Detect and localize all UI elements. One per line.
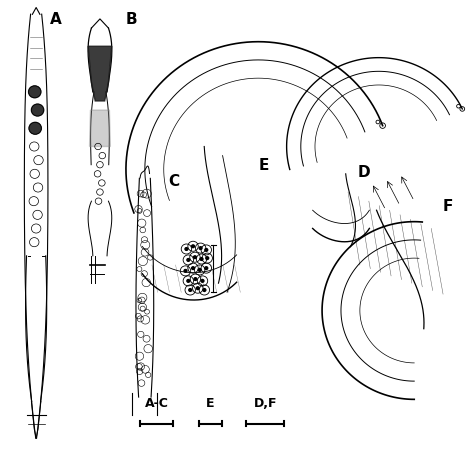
Circle shape — [29, 122, 41, 134]
Circle shape — [199, 247, 202, 250]
Polygon shape — [88, 46, 112, 101]
Text: B: B — [126, 12, 137, 27]
Text: A: A — [50, 12, 62, 27]
Circle shape — [187, 280, 190, 282]
Circle shape — [196, 287, 199, 290]
Text: F: F — [443, 199, 453, 214]
Circle shape — [201, 280, 204, 282]
Circle shape — [185, 248, 188, 250]
Circle shape — [198, 269, 201, 271]
Polygon shape — [90, 110, 110, 147]
Circle shape — [194, 278, 197, 281]
Text: A-C: A-C — [145, 397, 169, 410]
Circle shape — [189, 289, 191, 292]
Circle shape — [205, 249, 208, 251]
Circle shape — [191, 245, 194, 248]
Circle shape — [205, 267, 208, 270]
Circle shape — [200, 258, 203, 260]
Circle shape — [191, 267, 194, 270]
Circle shape — [187, 259, 190, 261]
Circle shape — [206, 257, 209, 260]
Text: D: D — [357, 165, 370, 180]
Text: C: C — [168, 174, 180, 189]
Circle shape — [193, 256, 196, 259]
Text: E: E — [206, 397, 215, 410]
Circle shape — [184, 270, 187, 272]
Text: E: E — [258, 158, 269, 173]
Circle shape — [31, 104, 44, 116]
Circle shape — [28, 86, 41, 98]
Circle shape — [203, 289, 206, 292]
Text: D,F: D,F — [254, 397, 277, 410]
